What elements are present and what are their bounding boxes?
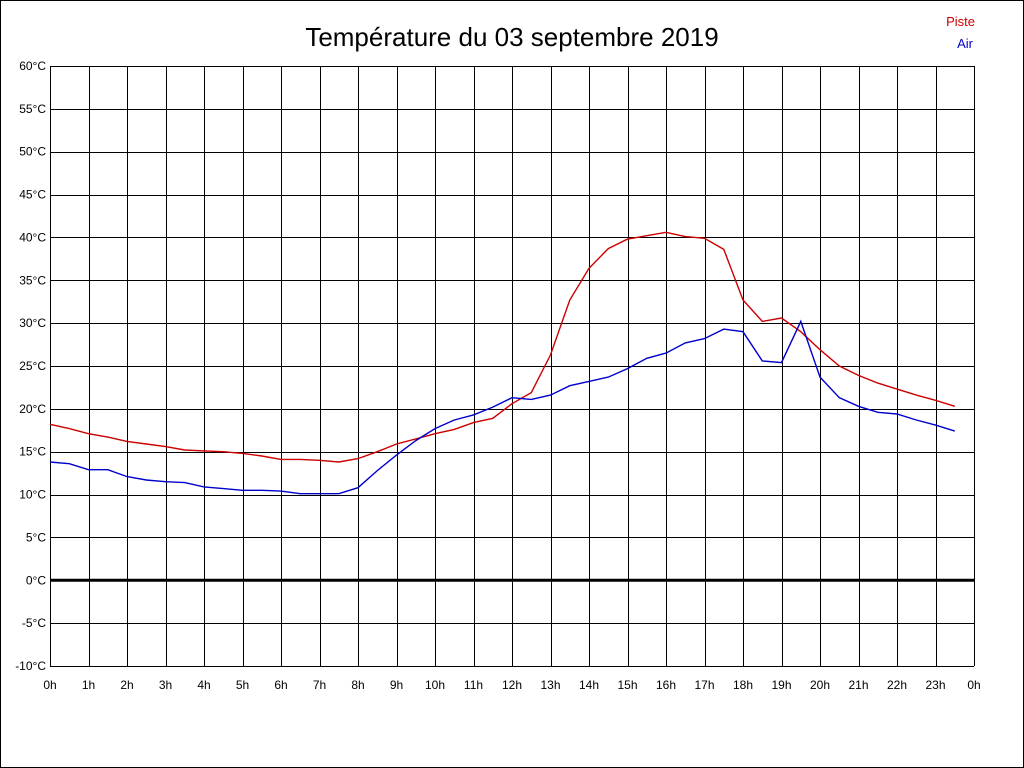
- x-tick-label: 3h: [159, 678, 172, 692]
- y-tick-label: 55°C: [19, 102, 46, 116]
- y-axis-labels: -10°C -5°C 0°C 5°C 10°C 15°C 20°C 25°C 30°C 35°C 4…: [15, 59, 46, 673]
- y-tick-label: 50°C: [19, 145, 46, 159]
- x-tick-label: 9h: [390, 678, 403, 692]
- x-tick-label: 4h: [197, 678, 210, 692]
- x-axis-labels: 0h 1h 2h 3h 4h 5h 6h 7h 8h 9h 10h 11h 12h 13h 14h 15h 16…: [43, 678, 980, 692]
- y-tick-label: -10°C: [15, 659, 46, 673]
- legend-air: Air: [957, 36, 974, 51]
- y-tick-label: 45°C: [19, 188, 46, 202]
- series-line-piste: [49, 231, 956, 463]
- x-tick-label: 14h: [579, 678, 599, 692]
- chart-title: Température du 03 septembre 2019: [305, 22, 718, 52]
- legend-piste: Piste: [946, 14, 975, 29]
- series-layer: [49, 231, 956, 495]
- x-tick-label: 2h: [120, 678, 133, 692]
- x-tick-label: 0h: [43, 678, 56, 692]
- x-tick-label: 23h: [925, 678, 945, 692]
- grid: [50, 66, 975, 667]
- x-tick-label: 11h: [464, 678, 483, 692]
- x-tick-label: 5h: [236, 678, 249, 692]
- x-tick-label: 10h: [425, 678, 445, 692]
- x-tick-label: 19h: [771, 678, 791, 692]
- y-tick-label: 20°C: [19, 402, 46, 416]
- x-tick-label: 12h: [502, 678, 522, 692]
- x-tick-label: 0h: [967, 678, 980, 692]
- y-tick-label: 40°C: [19, 230, 46, 244]
- x-tick-label: 8h: [351, 678, 364, 692]
- y-tick-label: 30°C: [19, 316, 46, 330]
- series-line-air: [49, 319, 956, 495]
- x-tick-label: 16h: [656, 678, 676, 692]
- y-tick-label: 0°C: [26, 573, 46, 587]
- x-tick-label: 6h: [274, 678, 287, 692]
- x-tick-label: 20h: [810, 678, 830, 692]
- x-tick-label: 1h: [82, 678, 95, 692]
- y-tick-label: 15°C: [19, 445, 46, 459]
- x-tick-label: 17h: [694, 678, 714, 692]
- y-tick-label: 35°C: [19, 273, 46, 287]
- x-tick-label: 22h: [887, 678, 907, 692]
- y-tick-label: 60°C: [19, 59, 46, 73]
- x-tick-label: 7h: [313, 678, 326, 692]
- x-tick-label: 15h: [617, 678, 637, 692]
- x-tick-label: 21h: [848, 678, 868, 692]
- y-tick-label: 10°C: [19, 488, 46, 502]
- x-tick-label: 18h: [733, 678, 753, 692]
- y-tick-label: 25°C: [19, 359, 46, 373]
- y-tick-label: -5°C: [22, 616, 46, 630]
- y-tick-label: 5°C: [26, 530, 46, 544]
- x-tick-label: 13h: [540, 678, 560, 692]
